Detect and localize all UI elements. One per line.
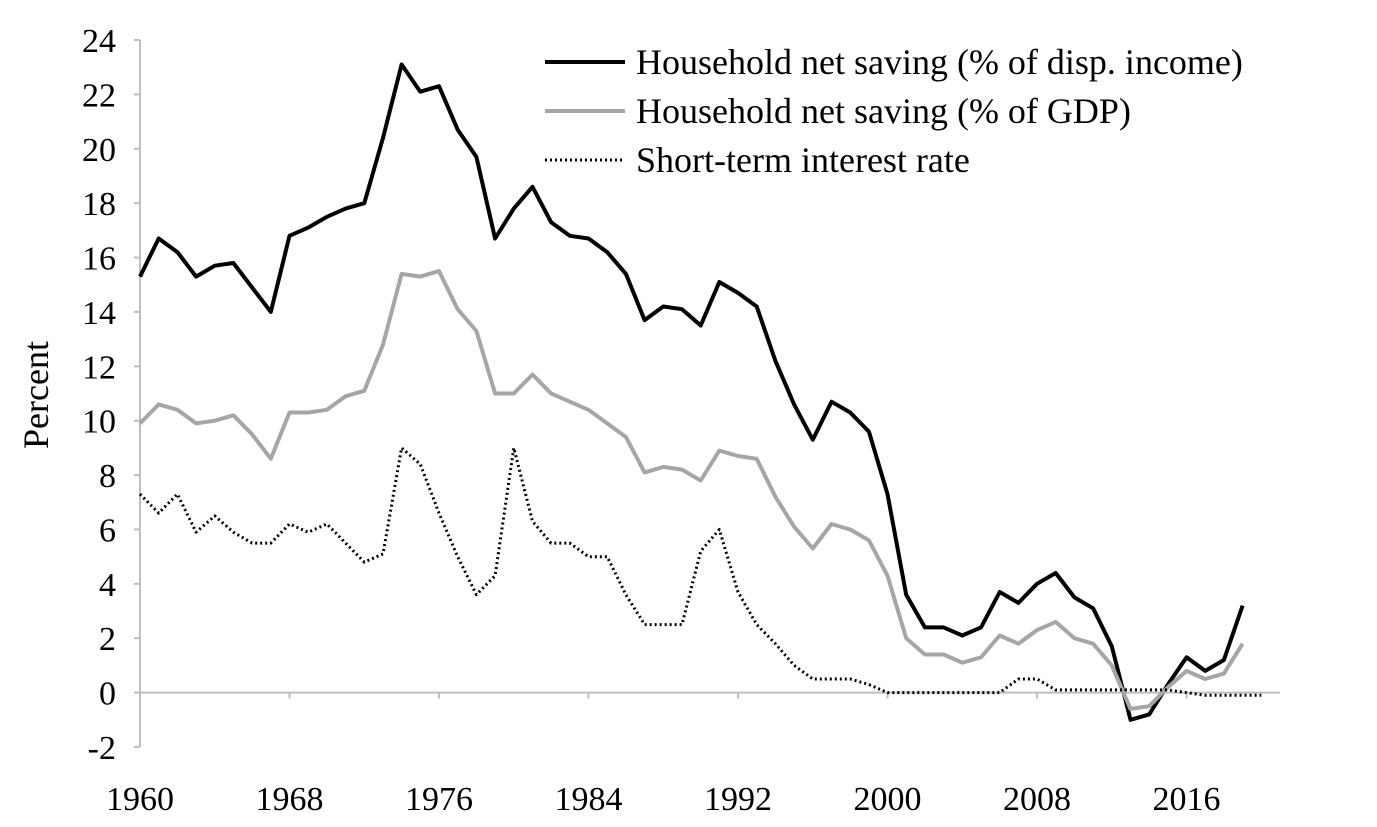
x-axis-ticks: 1960 1968 1976 1984 1992 2000 2008 2016 — [106, 692, 1221, 818]
y-tick-label: 16 — [82, 241, 116, 278]
x-tick-label: 1960 — [106, 781, 174, 818]
y-tick-label: 0 — [99, 676, 116, 713]
x-tick-label: 2008 — [1003, 781, 1071, 818]
legend-entry-interest-rate: Short-term interest rate — [545, 140, 970, 180]
x-tick-label: 2000 — [854, 781, 922, 818]
y-axis-title: Percent — [16, 341, 56, 449]
legend-label-interest-rate: Short-term interest rate — [636, 140, 970, 180]
legend: Household net saving (% of disp. income)… — [545, 42, 1243, 180]
x-tick-label: 1984 — [555, 781, 623, 818]
y-tick-label: 12 — [82, 349, 116, 386]
y-tick-label: 20 — [82, 132, 116, 169]
y-tick-label: 22 — [82, 77, 116, 114]
y-tick-label: 10 — [82, 404, 116, 441]
legend-entry-disp-income: Household net saving (% of disp. income) — [545, 42, 1243, 82]
series-line-gdp — [138, 269, 1245, 711]
legend-entry-gdp: Household net saving (% of GDP) — [545, 91, 1131, 131]
series-line-disp-income — [138, 62, 1245, 722]
y-tick-label: 14 — [82, 295, 116, 332]
y-tick-label: 24 — [82, 23, 116, 60]
y-tick-label: 6 — [99, 512, 116, 549]
y-tick-label: -2 — [88, 730, 116, 767]
x-tick-label: 1976 — [405, 781, 473, 818]
x-tick-label: 2016 — [1153, 781, 1221, 818]
y-tick-label: 18 — [82, 186, 116, 223]
series-group — [138, 62, 1262, 722]
x-tick-label: 1992 — [704, 781, 772, 818]
x-tick-label: 1968 — [256, 781, 324, 818]
y-tick-label: 4 — [99, 567, 116, 604]
y-tick-label: 2 — [99, 621, 116, 658]
legend-label-disp-income: Household net saving (% of disp. income) — [636, 42, 1243, 82]
y-tick-label: 8 — [99, 458, 116, 495]
series-line-interest-rate — [138, 446, 1262, 697]
legend-label-gdp: Household net saving (% of GDP) — [636, 91, 1131, 131]
